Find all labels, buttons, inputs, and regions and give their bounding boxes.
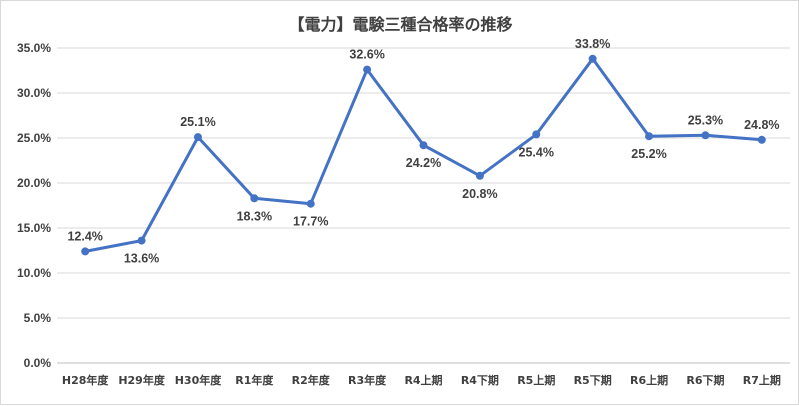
y-tick-label: 5.0% [24, 311, 52, 325]
data-point [250, 194, 259, 203]
y-tick-label: 35.0% [17, 41, 51, 55]
x-tick-label: H30年度 [175, 373, 223, 387]
data-label: 25.2% [631, 147, 666, 161]
x-tick-label: R6上期 [630, 373, 668, 387]
x-tick-label: R1年度 [235, 373, 274, 387]
data-label: 25.3% [688, 113, 723, 127]
data-label: 20.8% [462, 187, 497, 201]
y-tick-label: 10.0% [17, 266, 51, 280]
data-label: 12.4% [67, 229, 102, 243]
data-point [757, 135, 766, 144]
chart-title: 【電力】電験三種合格率の推移 [288, 15, 513, 34]
x-tick-label: H29年度 [118, 373, 166, 387]
x-tick-label: R5下期 [574, 373, 612, 387]
data-point [588, 54, 597, 63]
data-label: 32.6% [349, 48, 384, 62]
x-tick-label: R4下期 [461, 373, 499, 387]
y-tick-label: 30.0% [17, 86, 51, 100]
x-tick-label: R2年度 [292, 373, 331, 387]
y-tick-label: 0.0% [24, 356, 52, 370]
data-label: 24.2% [406, 156, 441, 170]
data-point [81, 247, 90, 256]
data-point [701, 131, 710, 140]
x-tick-label: H28年度 [62, 373, 110, 387]
data-label: 13.6% [124, 252, 159, 266]
data-point [475, 171, 484, 180]
y-tick-label: 20.0% [17, 176, 51, 190]
data-label: 24.8% [744, 118, 779, 132]
x-tick-label: R3年度 [348, 373, 387, 387]
data-point [532, 130, 541, 139]
data-point [193, 133, 202, 142]
data-point [645, 132, 654, 141]
data-label: 33.8% [575, 37, 610, 51]
y-tick-label: 25.0% [17, 131, 51, 145]
y-tick-label: 15.0% [17, 221, 51, 235]
x-tick-label: R6下期 [686, 373, 724, 387]
data-label: 17.7% [293, 215, 328, 229]
data-label: 18.3% [237, 209, 272, 223]
data-point [363, 65, 372, 74]
data-point [306, 199, 315, 208]
x-tick-label: R7上期 [743, 373, 781, 387]
data-point [419, 141, 428, 150]
x-tick-label: R4上期 [404, 373, 442, 387]
data-label: 25.4% [519, 145, 554, 159]
data-label: 25.1% [180, 115, 215, 129]
x-tick-label: R5上期 [517, 373, 555, 387]
data-point [137, 236, 146, 245]
